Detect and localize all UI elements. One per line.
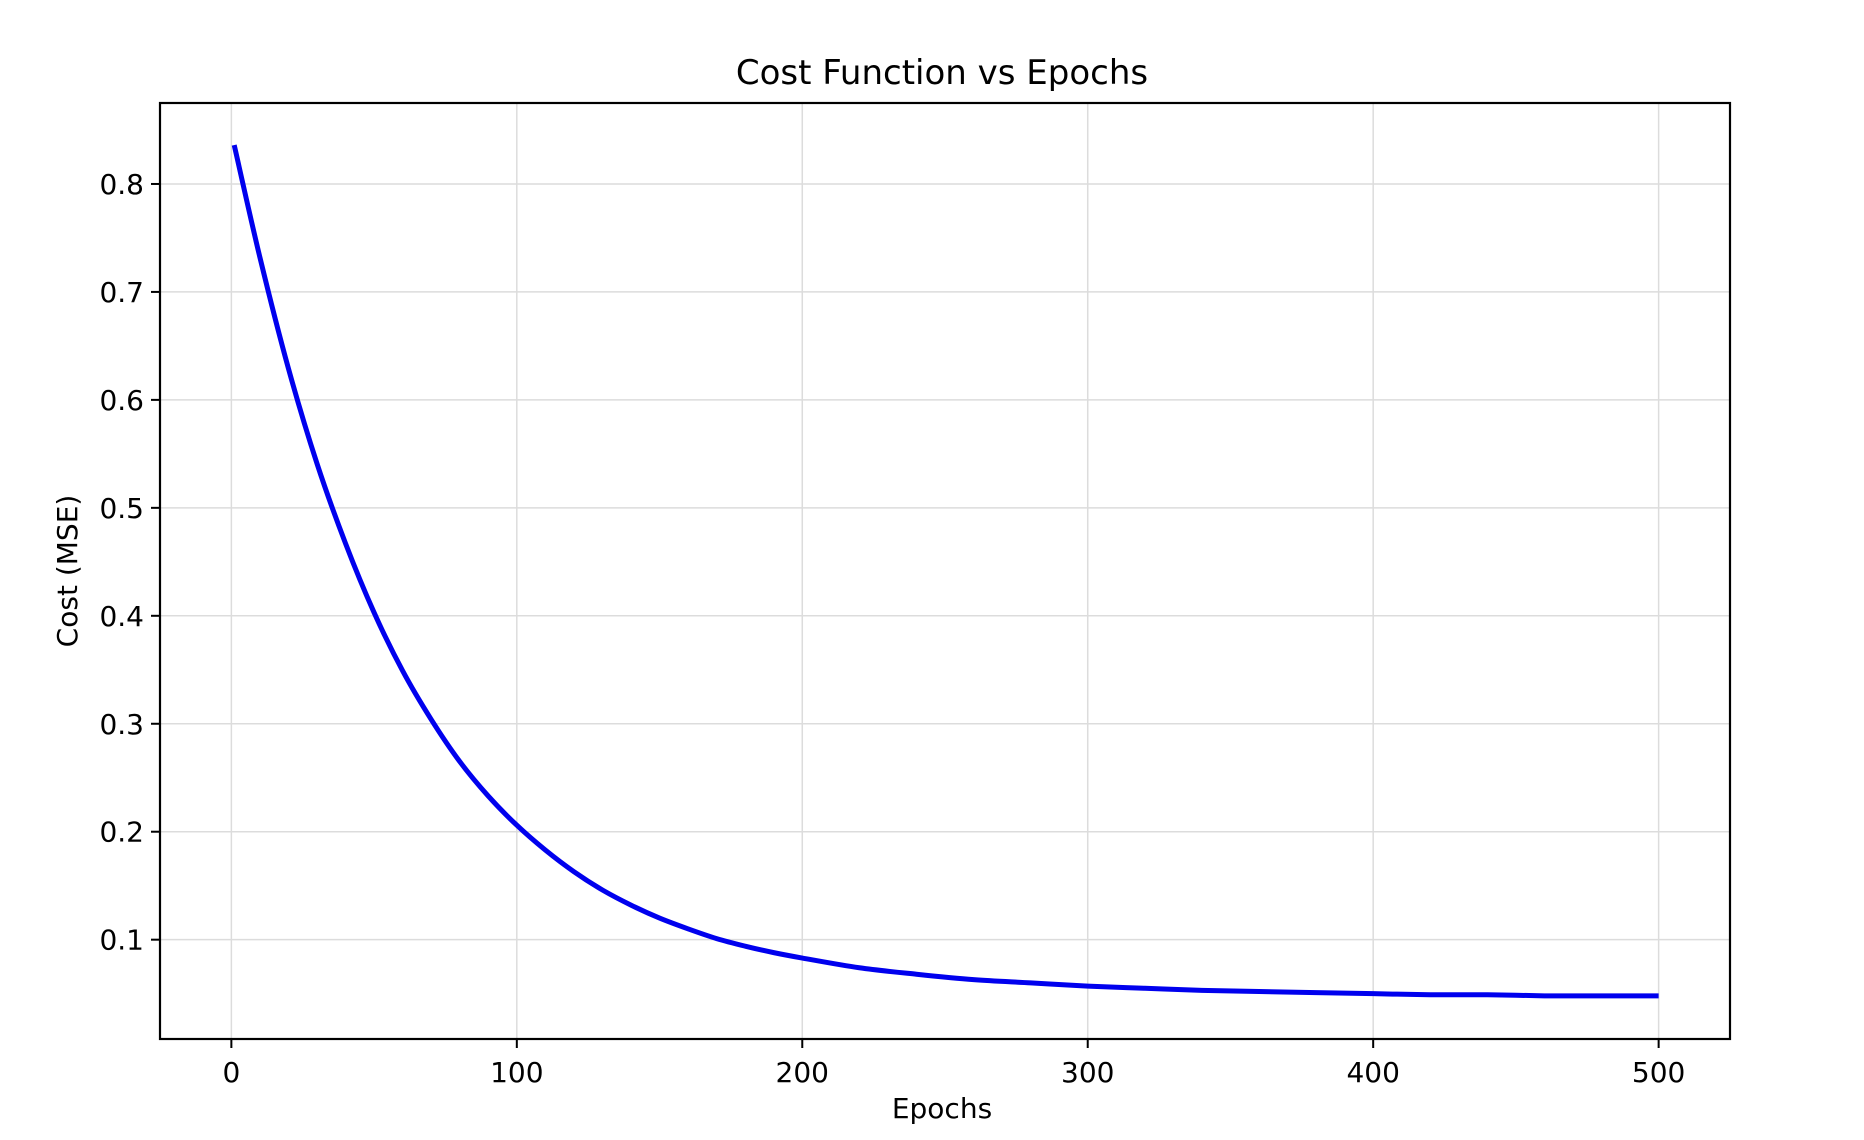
x-tick-label: 0 [222, 1056, 240, 1089]
x-tick-label: 200 [776, 1056, 829, 1089]
y-tick-label: 0.7 [99, 276, 144, 309]
series-layer [231, 144, 1659, 999]
x-axis: 0 100 200 300 400 500 [222, 1039, 1685, 1089]
y-tick-label: 0.2 [99, 816, 144, 849]
x-tick-label: 500 [1632, 1056, 1685, 1089]
grid [160, 103, 1730, 1039]
plot-frame [158, 101, 1732, 1041]
y-tick-label: 0.6 [99, 384, 144, 417]
chart-title: Cost Function vs Epochs [736, 53, 1148, 93]
y-axis: 0.1 0.2 0.3 0.4 0.5 0.6 0.7 0.8 [99, 168, 160, 957]
y-tick-label: 0.8 [99, 168, 144, 201]
y-tick-label: 0.3 [99, 708, 144, 741]
x-tick-label: 300 [1061, 1056, 1114, 1089]
y-tick-label: 0.1 [99, 924, 144, 957]
x-tick-label: 400 [1346, 1056, 1399, 1089]
y-tick-label: 0.4 [99, 600, 144, 633]
y-axis-label: Cost (MSE) [51, 495, 84, 648]
x-axis-label: Epochs [892, 1092, 992, 1125]
x-tick-label: 100 [490, 1056, 543, 1089]
y-tick-label: 0.5 [99, 492, 144, 525]
cost-line [231, 144, 1659, 999]
